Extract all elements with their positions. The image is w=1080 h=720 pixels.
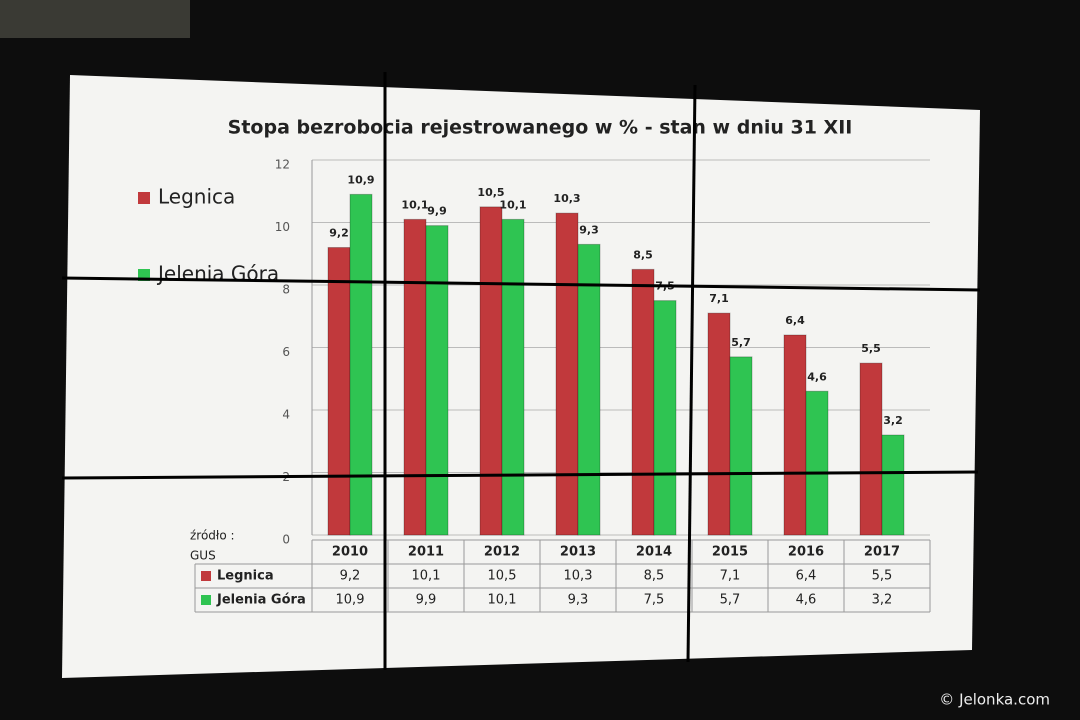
screen-seam — [61, 276, 981, 292]
value-label: 4,6 — [807, 370, 827, 383]
source: GUS — [190, 549, 216, 563]
table-cell: 3,2 — [872, 593, 893, 608]
value-label: 10,9 — [347, 173, 374, 186]
bar — [479, 206, 503, 536]
bar — [707, 312, 731, 536]
bar — [327, 247, 351, 536]
ceiling-panel — [0, 0, 190, 38]
value-label: 6,4 — [785, 314, 805, 327]
legend-swatch — [138, 192, 150, 204]
x-tick-label: 2014 — [636, 545, 672, 560]
value-label: 5,7 — [731, 336, 751, 349]
x-tick-label: 2010 — [332, 545, 368, 560]
value-label: 9,2 — [329, 227, 349, 240]
table-row-label: Jelenia Góra — [216, 593, 306, 608]
table-cell: 5,7 — [720, 593, 741, 608]
x-tick-label: 2016 — [788, 545, 824, 560]
x-tick-label: 2017 — [864, 545, 900, 560]
table-cell: 8,5 — [644, 569, 665, 584]
bar — [653, 300, 677, 536]
bar — [729, 356, 753, 536]
bar — [403, 218, 427, 536]
plot: 024681012LegnicaJelenia Góra9,29,210,910… — [138, 158, 931, 613]
y-tick-label: 6 — [282, 345, 290, 359]
legend-label: Legnica — [158, 185, 235, 209]
table-cell: 9,3 — [568, 593, 589, 608]
y-tick-label: 8 — [282, 283, 290, 297]
y-tick-label: 0 — [282, 533, 290, 547]
value-label: 3,2 — [883, 414, 903, 427]
table-cell: 9,9 — [416, 593, 437, 608]
y-tick-label: 4 — [282, 408, 290, 422]
table-cell: 9,2 — [340, 569, 361, 584]
bar — [349, 193, 373, 536]
bar — [631, 268, 655, 536]
table-cell: 10,3 — [564, 569, 593, 584]
bar — [805, 390, 829, 536]
y-tick-label: 12 — [275, 158, 290, 172]
watermark: © Jelonka.com — [939, 691, 1050, 709]
x-tick-label: 2015 — [712, 545, 748, 560]
table-cell: 4,6 — [796, 593, 817, 608]
table-cell: 10,5 — [488, 569, 517, 584]
screen-seam — [686, 84, 697, 663]
table-cell: 6,4 — [796, 569, 817, 584]
y-tick-label: 10 — [275, 220, 290, 234]
table-cell: 7,5 — [644, 593, 665, 608]
value-label: 9,3 — [579, 223, 599, 236]
table-swatch — [201, 571, 211, 581]
value-label: 8,5 — [633, 248, 653, 261]
table-cell: 10,9 — [336, 593, 365, 608]
value-label: 5,5 — [861, 342, 881, 355]
bar — [859, 362, 883, 536]
table-swatch — [201, 595, 211, 605]
chart-title: Stopa bezrobocia rejestrowanego w % - st… — [228, 117, 853, 139]
source-label: źródło : — [190, 529, 235, 543]
value-label: 10,3 — [553, 192, 580, 205]
value-label: 10,5 — [477, 186, 504, 199]
bar — [881, 434, 905, 536]
table-cell: 5,5 — [872, 569, 893, 584]
x-tick-label: 2011 — [408, 545, 444, 560]
value-label: 10,1 — [499, 198, 526, 211]
bar — [783, 334, 807, 536]
bar — [425, 225, 449, 536]
table-cell: 10,1 — [488, 593, 517, 608]
table-row-label: Legnica — [217, 569, 274, 584]
x-tick-label: 2013 — [560, 545, 596, 560]
table-cell: 7,1 — [720, 569, 741, 584]
bar — [555, 212, 579, 536]
value-label: 7,1 — [709, 292, 729, 305]
bar — [501, 218, 525, 536]
bar — [577, 243, 601, 536]
value-label: 10,1 — [401, 198, 428, 211]
value-label: 9,9 — [427, 205, 447, 218]
x-tick-label: 2012 — [484, 545, 520, 560]
screen-seam — [61, 470, 979, 480]
table-cell: 10,1 — [412, 569, 441, 584]
